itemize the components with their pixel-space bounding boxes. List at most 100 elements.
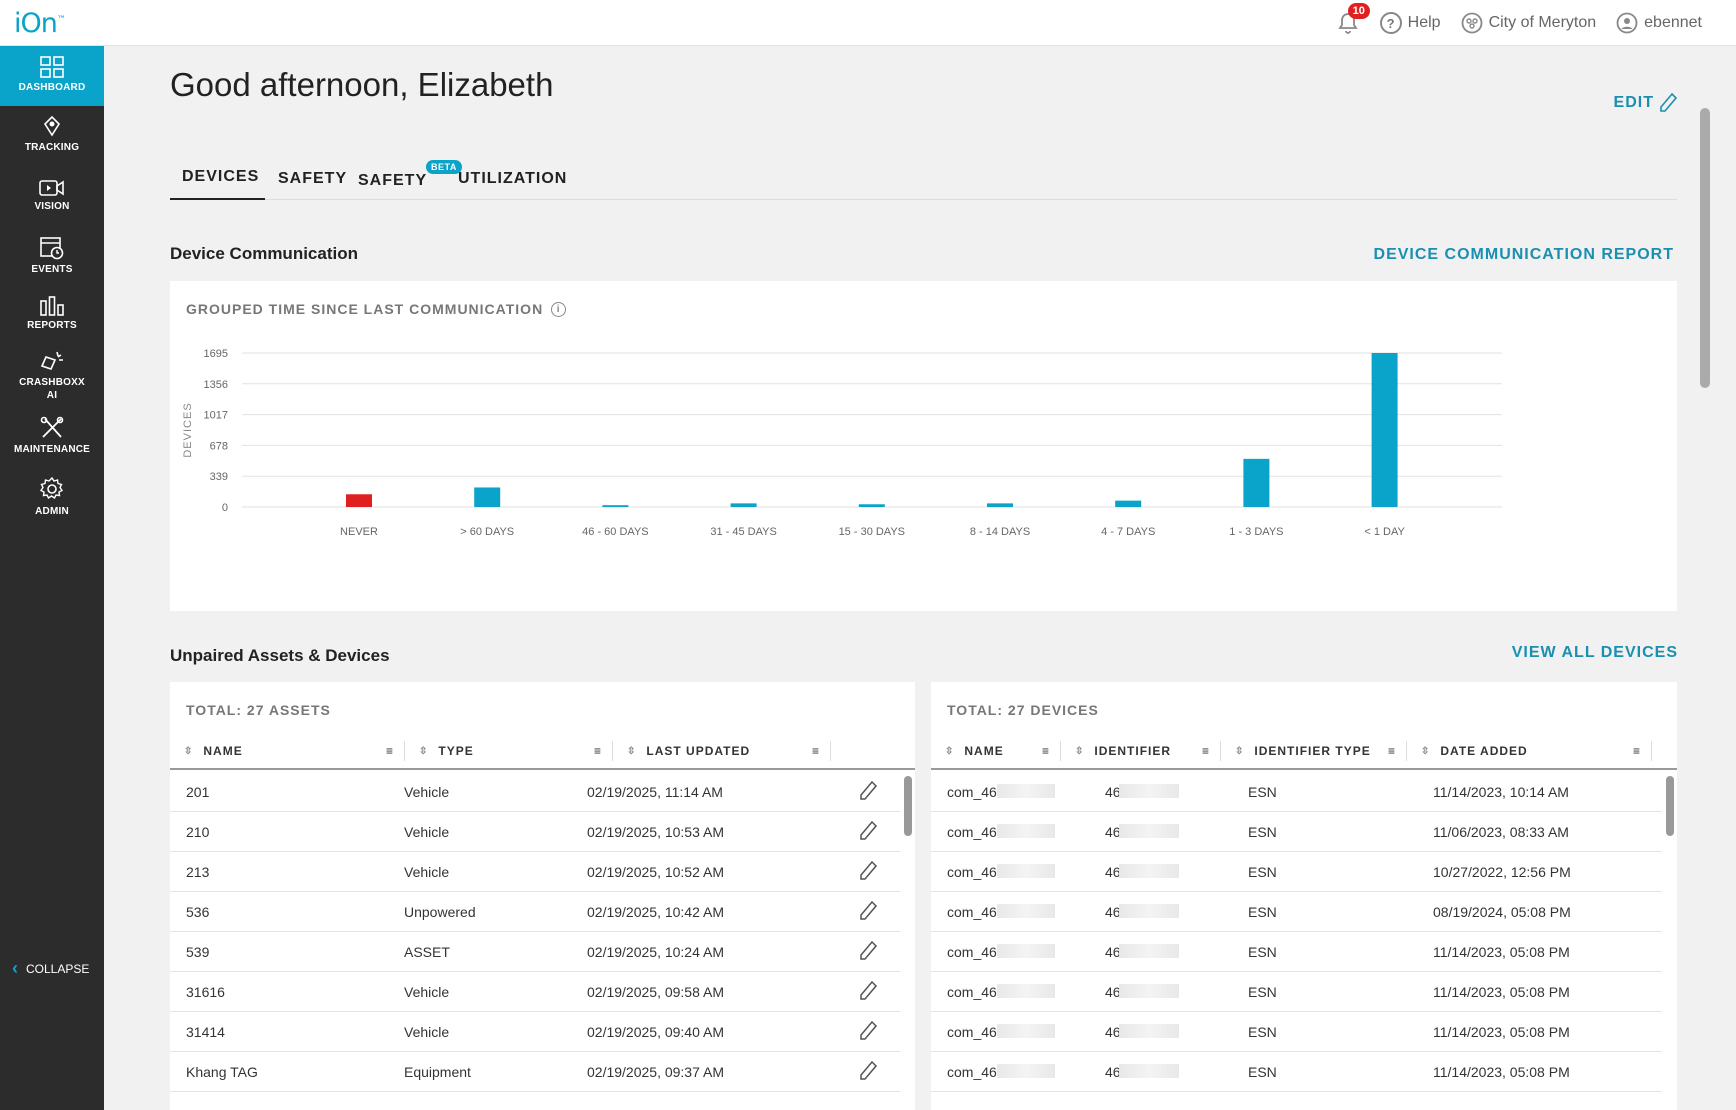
sort-icon[interactable]: ⇳ [1075,745,1085,757]
sidebar-item-tracking[interactable]: TRACKING [0,116,104,153]
identifier-cell: 46 [1105,904,1121,920]
table-row[interactable]: 31414 Vehicle 02/19/2025, 09:40 AM [170,1012,900,1052]
tab-safety-beta[interactable]: SAFETY BETA [346,150,462,200]
filter-icon[interactable]: ≡ [593,744,602,758]
table-row[interactable]: com_46 46 ESN 11/14/2023, 05:08 PM [931,1012,1662,1052]
pencil-icon[interactable] [858,820,878,842]
table-row[interactable]: com_46 46 ESN 08/19/2024, 05:08 PM [931,892,1662,932]
unpaired-devices-table: TOTAL: 27 DEVICES ⇳ NAME ≡ ⇳ IDENTIFIER ≡ ⇳ I… [931,682,1677,1110]
sort-icon[interactable]: ⇳ [945,745,955,757]
y-tick-label: 1695 [204,348,228,360]
chart-bar [730,503,757,507]
column-header-date-added[interactable]: ⇳ DATE ADDED ≡ [1407,741,1652,761]
table-row[interactable]: com_46 46 ESN 11/14/2023, 10:14 AM [931,772,1662,812]
calendar-clock-icon [40,237,64,260]
device-communication-chart: 0 339 678 1017 1356 1695 DEVICES NEVER > 60 DAYS… [182,348,1502,538]
date-added-cell: 10/27/2022, 12:56 PM [1433,864,1571,880]
crash-icon [40,351,63,370]
device-communication-card: GROUPED TIME SINCE LAST COMMUNICATION i … [170,281,1677,611]
gear-icon [39,476,64,500]
column-header-last-updated[interactable]: ⇳ LAST UPDATED ≡ [613,741,831,761]
collapse-label: COLLAPSE [26,961,90,976]
table-row[interactable]: 210 Vehicle 02/19/2025, 10:53 AM [170,812,900,852]
tab-utilization[interactable]: UTILIZATION [458,170,568,187]
table-row[interactable]: com_46 46 ESN 11/14/2023, 05:08 PM [931,1052,1662,1092]
filter-icon[interactable]: ≡ [1041,744,1050,758]
device-communication-report-link[interactable]: DEVICE COMMUNICATION REPORT [1373,246,1674,263]
date-added-cell: 11/14/2023, 05:08 PM [1433,1024,1570,1040]
edit-dashboard-button[interactable]: EDIT [1614,92,1678,114]
pencil-icon[interactable] [858,900,878,922]
table-row[interactable]: com_46 46 ESN 11/14/2023, 05:08 PM [931,932,1662,972]
devices-scrollbar[interactable] [1666,776,1674,836]
sort-icon[interactable]: ⇳ [627,745,637,757]
date-added-cell: 11/14/2023, 10:14 AM [1433,784,1569,800]
column-header-name[interactable]: ⇳ NAME ≡ [931,741,1061,761]
pencil-icon[interactable] [858,780,878,802]
tab-devices[interactable]: DEVICES [170,150,265,200]
sort-icon[interactable]: ⇳ [1421,745,1431,757]
page-scrollbar[interactable] [1700,108,1710,388]
ion-logo[interactable]: iOn™ [14,8,66,39]
table-row[interactable]: com_46 46 ESN 10/27/2022, 12:56 PM [931,852,1662,892]
edit-label: EDIT [1613,94,1654,111]
sidebar-item-crashboxx-ai[interactable]: CRASHBOXX AI [0,350,104,402]
user-menu[interactable]: ebennet [1616,12,1702,34]
filter-icon[interactable]: ≡ [811,744,820,758]
filter-icon[interactable]: ≡ [385,744,394,758]
table-row[interactable]: com_46 46 ESN 11/06/2023, 08:33 AM [931,812,1662,852]
last-updated-cell: 02/19/2025, 09:37 AM [587,1064,724,1080]
table-row[interactable]: Khang TAG Equipment 02/19/2025, 09:37 AM [170,1052,900,1092]
info-icon[interactable]: i [551,301,567,317]
sidebar-item-admin[interactable]: ADMIN [0,476,104,517]
asset-name-cell: 201 [186,784,210,800]
x-tick-label: 31 - 45 DAYS [710,526,776,538]
last-updated-cell: 02/19/2025, 10:53 AM [587,824,724,840]
pencil-icon[interactable] [858,940,878,962]
column-header-identifier-type[interactable]: ⇳ IDENTIFIER TYPE ≡ [1221,741,1407,761]
table-row[interactable]: 201 Vehicle 02/19/2025, 11:14 AM [170,772,900,812]
identifier-cell: 46 [1105,1024,1121,1040]
x-tick-label: 4 - 7 DAYS [1101,526,1155,538]
table-row[interactable]: 213 Vehicle 02/19/2025, 10:52 AM [170,852,900,892]
column-header-identifier[interactable]: ⇳ IDENTIFIER ≡ [1061,741,1221,761]
sidebar-item-events[interactable]: EVENTS [0,234,104,275]
sort-icon[interactable]: ⇳ [184,745,194,757]
organization-name: City of Meryton [1488,14,1597,31]
filter-icon[interactable]: ≡ [1201,744,1210,758]
tab-safety[interactable]: SAFETY [278,170,348,187]
notifications-button[interactable]: 10 [1336,3,1370,35]
table-row[interactable]: 536 Unpowered 02/19/2025, 10:42 AM [170,892,900,932]
table-row[interactable]: 31616 Vehicle 02/19/2025, 09:58 AM [170,972,900,1012]
sidebar-item-dashboard[interactable]: DASHBOARD [0,46,104,106]
pencil-icon[interactable] [858,1060,878,1082]
pencil-icon[interactable] [858,980,878,1002]
view-all-devices-link[interactable]: VIEW ALL DEVICES [1511,644,1678,661]
identifier-type-cell: ESN [1248,904,1277,920]
help-button[interactable]: ? Help [1379,12,1441,34]
collapse-sidebar-button[interactable]: ‹ COLLAPSE [12,958,89,979]
sort-icon[interactable]: ⇳ [1235,745,1245,757]
table-row[interactable]: com_46 46 ESN 11/14/2023, 05:08 PM [931,972,1662,1012]
filter-icon[interactable]: ≡ [1632,744,1641,758]
sort-icon[interactable]: ⇳ [419,745,429,757]
pencil-icon[interactable] [858,860,878,882]
asset-type-cell: Unpowered [404,904,476,920]
sidebar-item-maintenance[interactable]: MAINTENANCE [0,416,104,455]
chart-title: GROUPED TIME SINCE LAST COMMUNICATION [186,301,544,317]
table-row[interactable]: 539 ASSET 02/19/2025, 10:24 AM [170,932,900,972]
sidebar-item-vision[interactable]: VISION [0,179,104,212]
assets-scrollbar[interactable] [904,776,912,836]
organization-selector[interactable]: City of Meryton [1461,12,1597,34]
redacted-value [997,1064,1055,1078]
page-title: Good afternoon, Elizabeth [170,66,554,103]
chart-bar [474,487,501,507]
unpaired-title: Unpaired Assets & Devices [170,646,390,665]
sidebar-item-reports[interactable]: REPORTS [0,296,104,331]
pencil-icon[interactable] [858,1020,878,1042]
column-header-type[interactable]: ⇳ TYPE ≡ [405,741,613,761]
identifier-cell: 46 [1105,984,1121,1000]
column-header-name[interactable]: ⇳ NAME ≡ [170,741,405,761]
filter-icon[interactable]: ≡ [1387,744,1396,758]
date-added-cell: 11/06/2023, 08:33 AM [1433,824,1569,840]
